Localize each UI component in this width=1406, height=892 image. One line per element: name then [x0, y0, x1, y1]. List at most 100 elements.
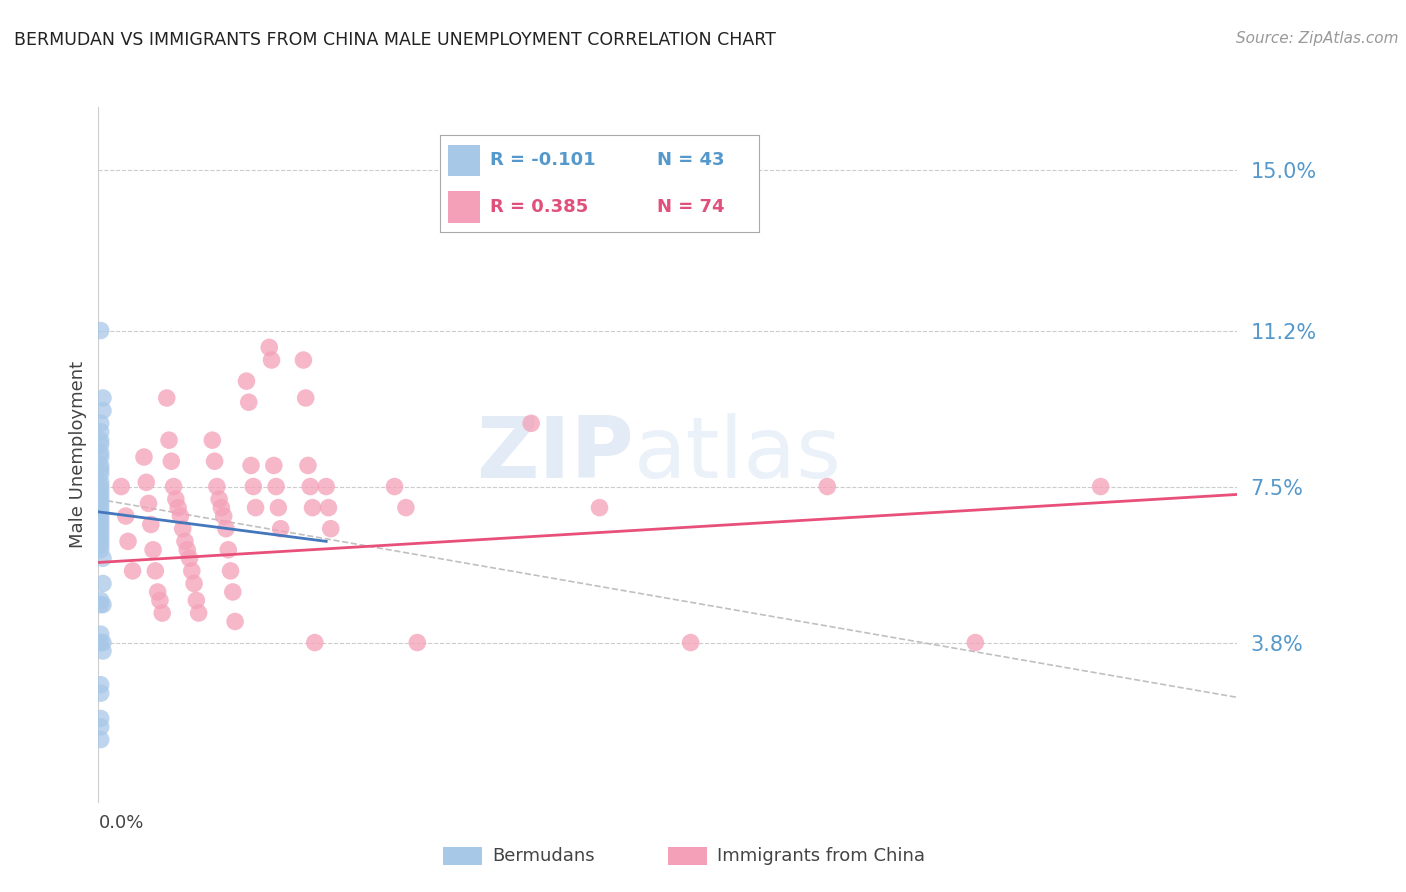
- Text: Immigrants from China: Immigrants from China: [717, 847, 925, 865]
- Point: [117, 534, 139, 549]
- Point: [187, 606, 209, 620]
- Point: [90, 324, 112, 338]
- Point: [90, 627, 112, 641]
- Point: [240, 458, 263, 473]
- Point: [301, 500, 323, 515]
- Point: [132, 450, 155, 464]
- Point: [90, 513, 112, 527]
- Point: [90, 458, 112, 473]
- Point: [238, 395, 260, 409]
- Point: [235, 374, 257, 388]
- Point: [165, 492, 187, 507]
- Point: [91, 403, 114, 417]
- Point: [183, 576, 205, 591]
- Point: [90, 539, 112, 553]
- Point: [90, 711, 112, 725]
- Point: [319, 522, 342, 536]
- Point: [110, 479, 132, 493]
- Point: [1306, 479, 1329, 493]
- Point: [294, 391, 316, 405]
- Text: ZIP: ZIP: [477, 413, 634, 497]
- Point: [201, 433, 224, 447]
- Point: [180, 564, 202, 578]
- Point: [406, 635, 429, 649]
- Text: Source: ZipAtlas.com: Source: ZipAtlas.com: [1236, 31, 1399, 46]
- Point: [91, 635, 114, 649]
- Point: [264, 479, 287, 493]
- Point: [263, 458, 285, 473]
- Point: [174, 534, 197, 549]
- Point: [1090, 479, 1112, 493]
- Point: [176, 542, 198, 557]
- Point: [142, 542, 165, 557]
- Point: [121, 564, 143, 578]
- Point: [212, 509, 235, 524]
- Point: [90, 522, 112, 536]
- Point: [299, 479, 322, 493]
- Point: [90, 433, 112, 447]
- Point: [162, 479, 184, 493]
- Point: [520, 417, 543, 431]
- Point: [150, 606, 173, 620]
- Point: [259, 340, 281, 354]
- Text: BERMUDAN VS IMMIGRANTS FROM CHINA MALE UNEMPLOYMENT CORRELATION CHART: BERMUDAN VS IMMIGRANTS FROM CHINA MALE U…: [14, 31, 776, 49]
- Point: [209, 500, 232, 515]
- Point: [90, 635, 112, 649]
- Point: [90, 483, 112, 498]
- Point: [245, 500, 267, 515]
- Point: [224, 615, 246, 629]
- Point: [90, 417, 112, 431]
- Point: [186, 593, 208, 607]
- Point: [145, 564, 167, 578]
- Point: [91, 644, 114, 658]
- Point: [395, 500, 418, 515]
- Point: [1249, 522, 1271, 536]
- Point: [965, 635, 987, 649]
- Point: [588, 500, 610, 515]
- Point: [90, 505, 112, 519]
- Point: [815, 479, 838, 493]
- Point: [156, 391, 179, 405]
- Point: [205, 479, 228, 493]
- Point: [90, 475, 112, 490]
- Point: [90, 530, 112, 544]
- Point: [90, 467, 112, 481]
- Point: [90, 542, 112, 557]
- Point: [146, 585, 169, 599]
- Point: [90, 425, 112, 439]
- Point: [208, 492, 231, 507]
- Point: [135, 475, 157, 490]
- Point: [167, 500, 190, 515]
- Point: [222, 585, 245, 599]
- Point: [242, 479, 264, 493]
- Point: [91, 391, 114, 405]
- Point: [215, 522, 238, 536]
- Point: [90, 534, 112, 549]
- Point: [267, 500, 290, 515]
- Point: [91, 598, 114, 612]
- Text: atlas: atlas: [634, 413, 842, 497]
- Point: [149, 593, 172, 607]
- Point: [90, 517, 112, 532]
- Text: 0.0%: 0.0%: [98, 814, 143, 832]
- Point: [90, 479, 112, 493]
- Point: [90, 446, 112, 460]
- Point: [384, 479, 406, 493]
- Point: [90, 509, 112, 524]
- Point: [90, 720, 112, 734]
- Point: [90, 496, 112, 510]
- Point: [90, 598, 112, 612]
- Point: [90, 463, 112, 477]
- Point: [90, 492, 112, 507]
- Point: [90, 500, 112, 515]
- Point: [90, 437, 112, 451]
- Point: [204, 454, 226, 468]
- Point: [160, 454, 183, 468]
- Point: [304, 635, 326, 649]
- Point: [91, 551, 114, 566]
- Point: [270, 522, 292, 536]
- Point: [90, 488, 112, 502]
- Point: [315, 479, 337, 493]
- Point: [679, 635, 702, 649]
- Point: [91, 576, 114, 591]
